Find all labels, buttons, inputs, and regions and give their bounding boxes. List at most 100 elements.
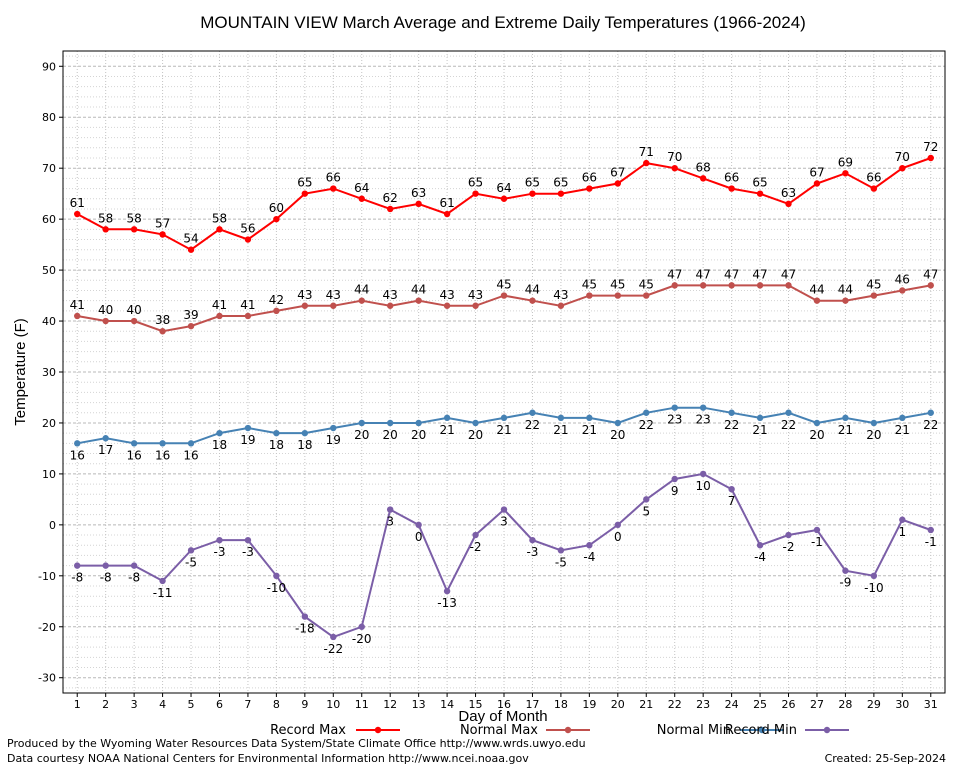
data-point	[614, 419, 622, 427]
data-point	[500, 292, 508, 299]
data-label: 41	[212, 298, 227, 312]
data-label: -8	[100, 571, 112, 585]
data-label: 65	[752, 176, 767, 190]
data-point	[586, 542, 593, 549]
data-point	[842, 567, 849, 574]
data-label: -11	[153, 586, 173, 600]
data-label: 21	[752, 423, 767, 437]
data-label: 67	[809, 165, 824, 179]
x-tick-label: 29	[867, 698, 881, 711]
data-point	[785, 200, 792, 208]
data-point	[927, 526, 934, 534]
grid	[63, 51, 945, 693]
data-point	[386, 302, 394, 309]
data-point	[130, 440, 138, 447]
data-point	[102, 435, 109, 442]
data-label: 61	[70, 196, 85, 210]
data-point	[927, 154, 934, 162]
data-label: 40	[98, 303, 113, 317]
data-point	[728, 185, 735, 192]
data-point	[557, 414, 565, 422]
data-label: 21	[439, 423, 454, 437]
data-point	[842, 170, 849, 177]
y-tick-label: -20	[38, 621, 56, 634]
y-tick-label: 60	[42, 213, 56, 226]
data-label: -3	[213, 545, 225, 559]
x-tick-label: 25	[753, 698, 767, 711]
data-label: 65	[297, 176, 312, 190]
data-label: 47	[752, 267, 767, 281]
data-point	[614, 292, 622, 299]
y-tick-label: -10	[38, 570, 56, 583]
data-point	[443, 210, 451, 218]
data-point	[159, 231, 166, 238]
x-tick-label: 11	[355, 698, 369, 711]
data-point	[130, 562, 138, 569]
data-label: 58	[212, 211, 227, 225]
data-label: 20	[468, 428, 483, 442]
data-label: 16	[70, 448, 85, 462]
data-point	[358, 297, 365, 304]
data-point	[699, 175, 707, 182]
y-tick-label: 90	[42, 60, 56, 73]
x-tick-label: 31	[924, 698, 938, 711]
data-point	[785, 531, 792, 539]
data-point	[74, 562, 81, 569]
data-label: 43	[439, 288, 454, 302]
data-label: 43	[553, 288, 568, 302]
data-point	[614, 180, 622, 187]
data-point	[216, 226, 223, 233]
data-label: 72	[923, 140, 938, 154]
data-point	[301, 190, 309, 197]
data-label: 20	[809, 428, 824, 442]
data-label: -4	[583, 550, 595, 564]
data-label: 71	[639, 145, 654, 159]
data-label: -3	[526, 545, 538, 559]
data-label: -8	[71, 571, 83, 585]
data-label: 3	[500, 515, 508, 529]
data-label: 47	[696, 267, 711, 281]
y-tick-label: 80	[42, 111, 56, 124]
y-tick-label: 70	[42, 162, 56, 175]
data-label: 70	[667, 150, 682, 164]
data-label: -9	[839, 576, 851, 590]
data-point	[500, 506, 508, 513]
data-label: 60	[269, 201, 284, 215]
data-point	[358, 623, 365, 630]
data-label: 44	[525, 283, 540, 297]
data-point	[500, 195, 508, 202]
data-label: 45	[610, 278, 625, 292]
data-point	[899, 164, 906, 172]
data-label: 19	[240, 433, 255, 447]
data-label: 45	[582, 278, 597, 292]
data-label: 47	[667, 267, 682, 281]
y-tick-label: 10	[42, 468, 56, 481]
data-label: 18	[212, 438, 227, 452]
data-point	[74, 210, 81, 218]
x-tick-label: 24	[725, 698, 739, 711]
footer-data-courtesy: Data courtesy NOAA National Centers for …	[7, 752, 529, 765]
data-point	[187, 547, 195, 554]
x-tick-label: 26	[782, 698, 796, 711]
data-label: 22	[639, 418, 654, 432]
data-label: 23	[696, 413, 711, 427]
data-point	[273, 307, 280, 315]
data-label: -20	[352, 632, 372, 646]
data-label: 20	[866, 428, 881, 442]
data-label: 0	[415, 530, 423, 544]
x-tick-label: 21	[639, 698, 653, 711]
data-point	[529, 190, 536, 197]
data-point	[273, 215, 280, 223]
x-tick-label: 5	[188, 698, 195, 711]
x-tick-label: 4	[159, 698, 166, 711]
data-point	[415, 521, 422, 529]
data-point	[358, 195, 365, 202]
data-label: 22	[724, 418, 739, 432]
data-point	[216, 312, 223, 320]
data-label: 64	[354, 181, 369, 195]
legend-label: Record Max	[270, 723, 346, 738]
data-label: 45	[639, 278, 654, 292]
x-tick-label: 14	[440, 698, 454, 711]
